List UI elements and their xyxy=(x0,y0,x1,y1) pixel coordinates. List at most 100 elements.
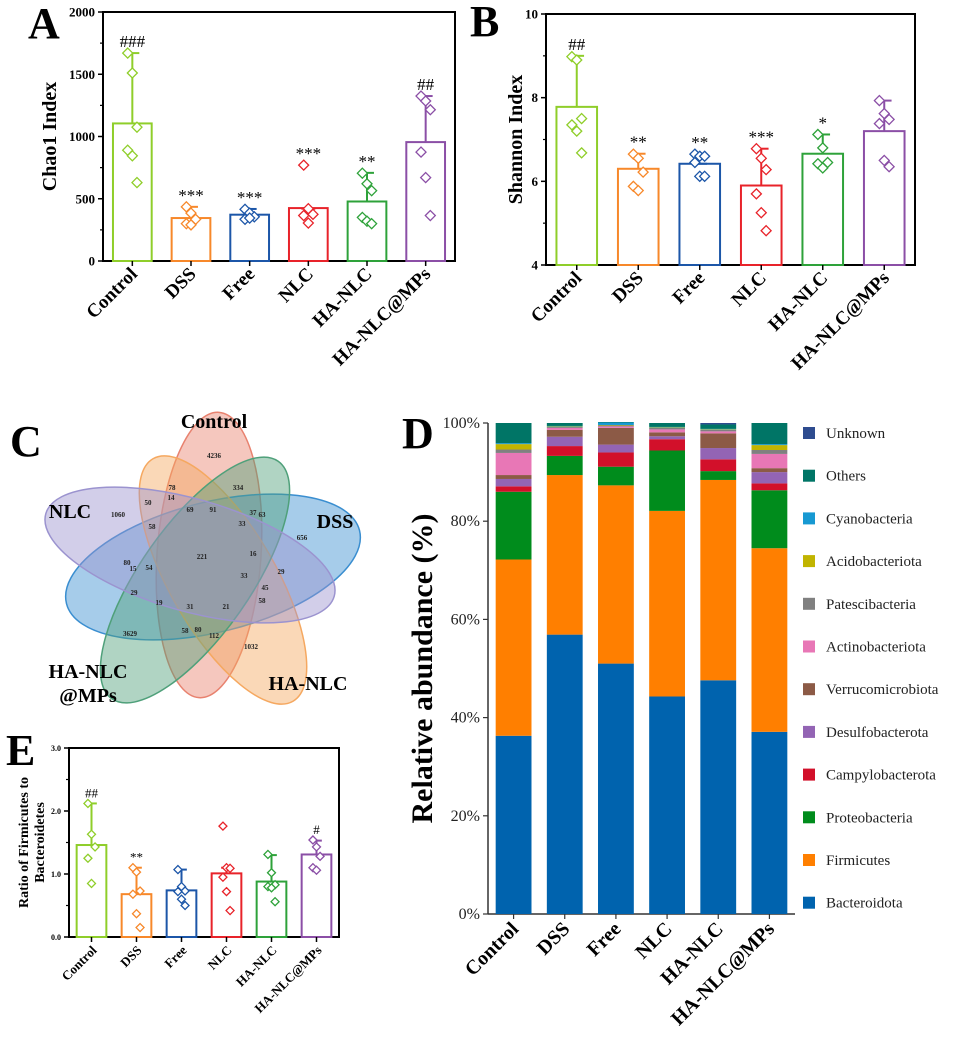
venn-region-count: 69 xyxy=(187,506,195,514)
legend-swatch xyxy=(803,896,815,909)
data-point xyxy=(225,863,235,874)
data-point xyxy=(221,886,232,897)
significance-label: *** xyxy=(237,188,263,207)
legend-swatch xyxy=(803,811,815,824)
data-point xyxy=(424,103,437,116)
stacked-segment xyxy=(751,444,788,446)
data-point xyxy=(365,217,378,230)
data-point xyxy=(126,149,139,162)
stacked-segment xyxy=(751,450,788,454)
venn-region-count: 31 xyxy=(187,603,195,611)
data-point xyxy=(243,212,256,224)
data-point xyxy=(816,141,829,154)
data-point xyxy=(131,867,142,878)
venn-region-count: 1060 xyxy=(111,511,126,519)
venn-set-label: HA-NLC xyxy=(269,673,348,695)
x-tick-label: Free xyxy=(583,918,626,961)
fb-ratio-chart: 0.0 1.0 2.0 3.0 Ratio of Firmicutes toBacter… xyxy=(17,744,340,1016)
stacked-segment xyxy=(700,424,737,429)
plot-frame xyxy=(68,747,340,938)
stacked-segment xyxy=(700,680,737,914)
stacked-segment xyxy=(700,459,737,472)
venn-set-label: @MPs xyxy=(59,685,117,707)
x-tick-label: NLC xyxy=(275,264,318,307)
y-tick-label: 0 xyxy=(89,254,96,269)
y-axis-label: Relative abundance (%) xyxy=(406,514,439,824)
y-tick-label: 6 xyxy=(532,174,539,189)
venn-set-ellipse xyxy=(99,456,291,704)
venn-region-count: 15 xyxy=(130,565,138,573)
stacked-segment xyxy=(546,475,583,635)
data-point xyxy=(218,821,228,832)
stacked-segment xyxy=(649,427,685,430)
stacked-segment xyxy=(700,471,737,480)
venn-region-count: 80 xyxy=(124,559,132,567)
data-point xyxy=(883,160,896,173)
y-tick-label: 4 xyxy=(532,258,539,273)
legend-label: Firmicutes xyxy=(826,853,890,869)
stacked-segment xyxy=(546,427,583,430)
x-tick-label: DSS xyxy=(117,943,144,970)
data-point xyxy=(218,872,228,883)
y-axis-label: Ratio of Firmicutes toBacteroidetes xyxy=(17,777,48,908)
significance-label: ## xyxy=(85,785,99,800)
venn-region-count: 63 xyxy=(259,511,267,519)
bar xyxy=(210,872,243,938)
venn-region-count: 656 xyxy=(297,534,308,542)
x-tick-label: NLC xyxy=(631,918,676,963)
y-tick-label: 10 xyxy=(525,7,538,22)
stacked-segment xyxy=(700,448,737,460)
significance-label: ** xyxy=(691,133,708,152)
data-point xyxy=(266,882,277,893)
bar xyxy=(862,130,906,266)
plot-frame xyxy=(545,13,916,266)
stacked-segment xyxy=(649,423,685,427)
legend-label: Actinobacteriota xyxy=(826,640,926,656)
data-point xyxy=(131,121,143,134)
y-tick-label: 60% xyxy=(451,611,480,628)
data-point xyxy=(750,187,763,200)
stacked-segment xyxy=(495,444,532,450)
y-tick-label: 500 xyxy=(76,191,96,206)
venn-region-count: 50 xyxy=(145,499,153,507)
legend-swatch xyxy=(803,427,815,439)
data-point xyxy=(131,176,143,189)
legend-label: Campylobacterota xyxy=(826,768,936,784)
significance-label: # xyxy=(313,822,320,837)
legend-label: Desulfobacterota xyxy=(826,725,929,741)
stacked-segment xyxy=(649,510,685,697)
significance-label: ## xyxy=(417,75,435,94)
stacked-segment xyxy=(751,490,788,549)
x-tick-label: DSS xyxy=(608,268,647,307)
bar xyxy=(616,167,660,267)
data-point xyxy=(883,113,896,126)
data-point xyxy=(419,171,432,184)
data-point xyxy=(565,118,578,131)
x-tick-label: Control xyxy=(461,918,524,981)
legend-swatch xyxy=(803,555,815,568)
data-point xyxy=(356,167,369,180)
data-point xyxy=(307,208,319,221)
data-point xyxy=(121,47,134,60)
data-point xyxy=(311,841,322,852)
x-tick-label: NLC xyxy=(205,943,235,973)
stacked-segment xyxy=(649,432,685,437)
stacked-segment xyxy=(751,423,788,445)
data-point xyxy=(173,864,183,875)
y-tick-label: 2.0 xyxy=(51,807,61,816)
significance-label: * xyxy=(819,113,828,132)
y-tick-label: 0.0 xyxy=(51,933,61,942)
data-point xyxy=(90,841,100,852)
data-point xyxy=(297,209,310,222)
panel-label-c: C xyxy=(10,417,42,466)
data-point xyxy=(176,894,187,905)
stacked-segment xyxy=(751,472,788,484)
stacked-segment xyxy=(598,426,634,428)
data-point xyxy=(83,853,93,864)
stacked-segment xyxy=(495,423,532,444)
x-tick-label: DSS xyxy=(161,264,200,303)
stacked-segment xyxy=(751,731,788,914)
data-point xyxy=(632,152,645,165)
data-point xyxy=(135,886,145,896)
